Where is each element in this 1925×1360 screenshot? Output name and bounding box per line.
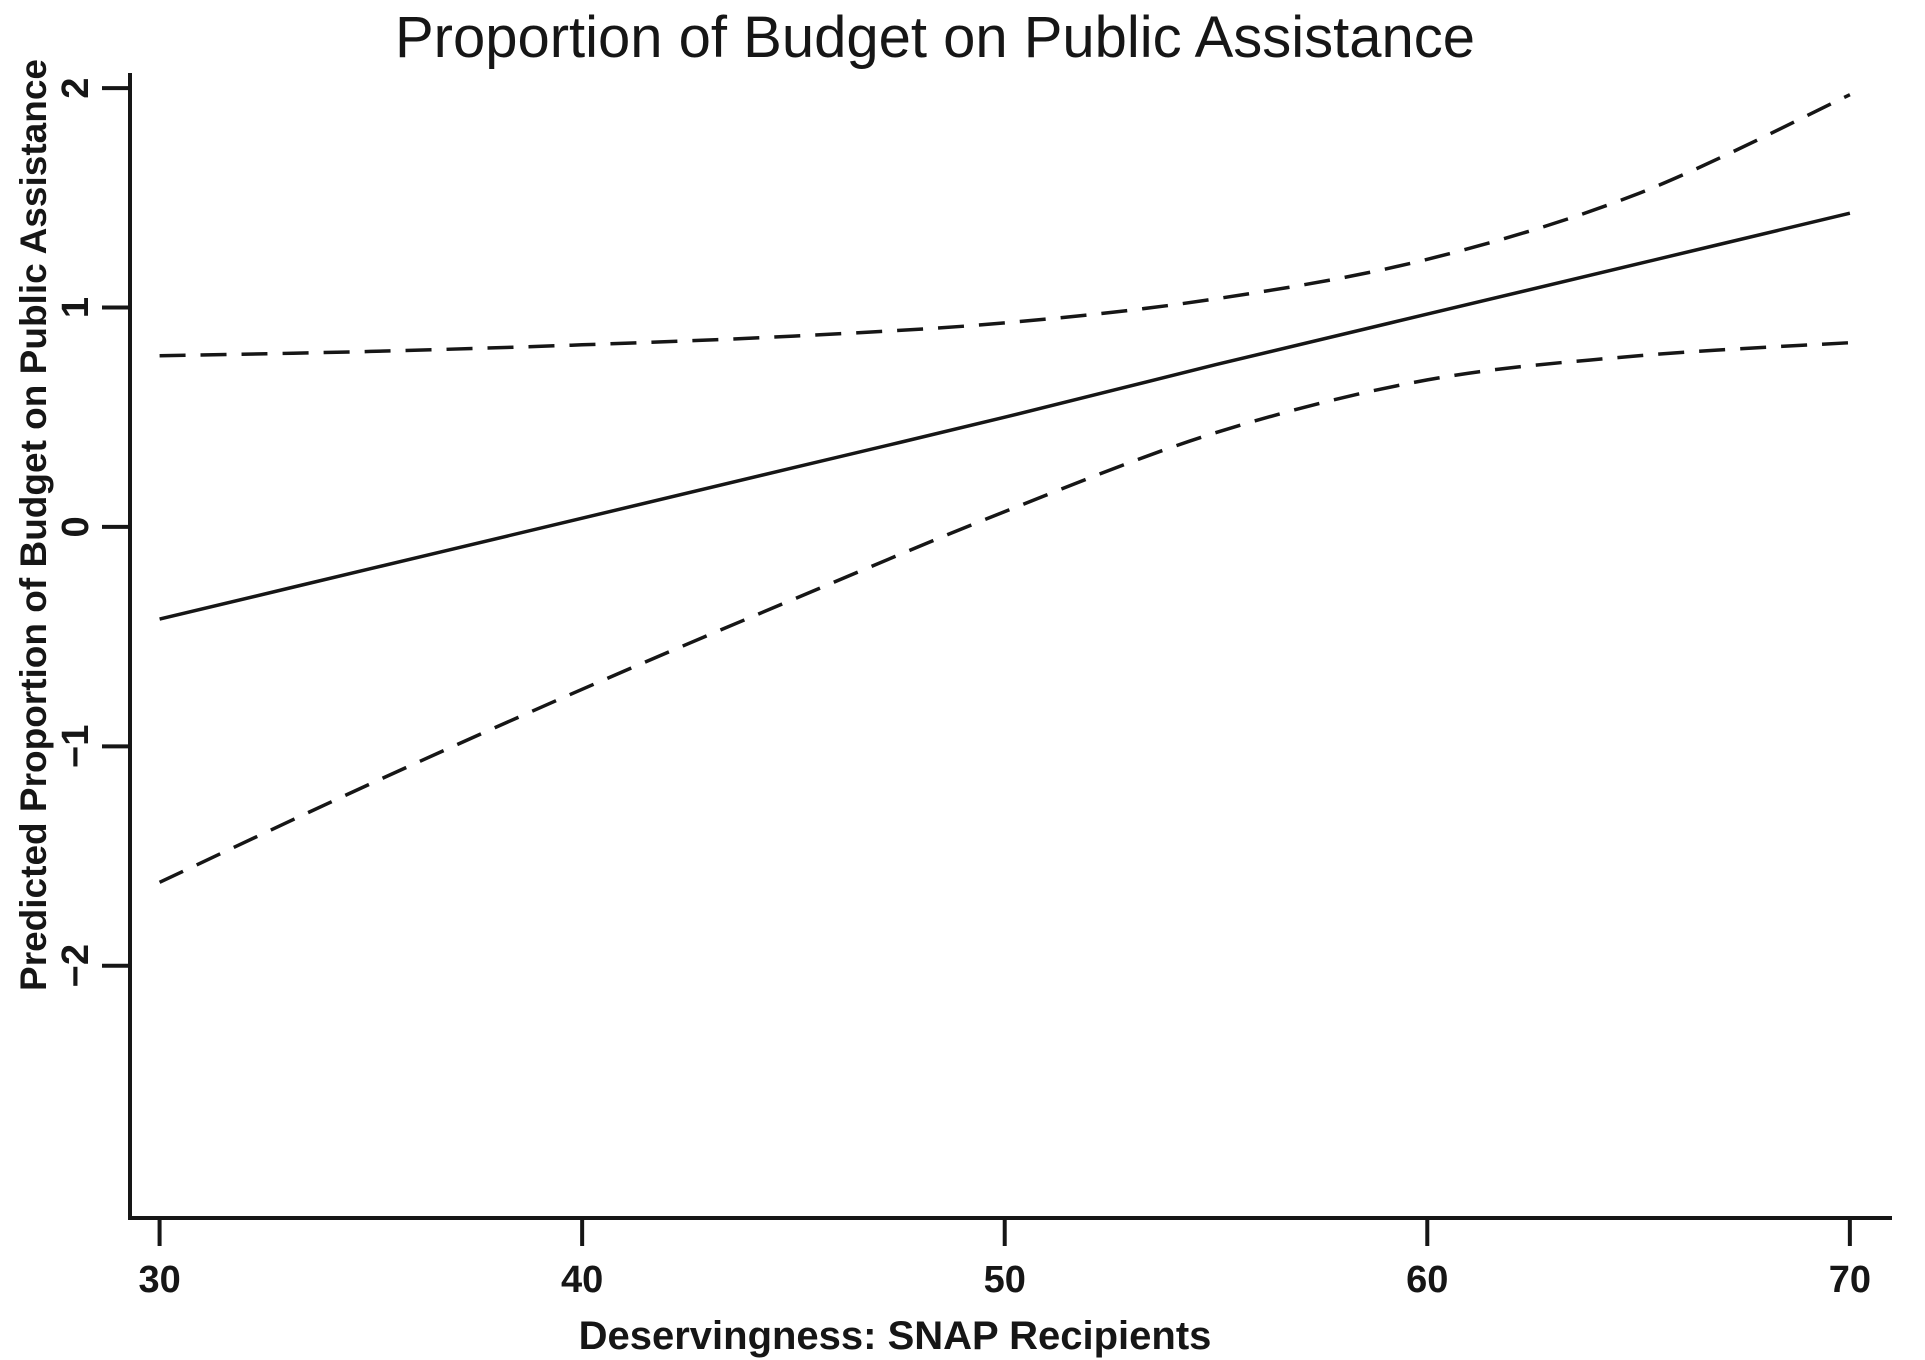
predicted-fit-line: [159, 211, 1851, 621]
upper-confidence-bound-line: [159, 93, 1851, 358]
x-tick-label: 70: [1829, 1259, 1871, 1301]
y-tick-label: 2: [55, 78, 97, 99]
x-tick-label: 50: [984, 1259, 1026, 1301]
y-tick-label: 1: [55, 297, 97, 318]
x-tick-label: 40: [561, 1259, 603, 1301]
y-tick-label: −1: [55, 725, 97, 768]
x-tick-label: 30: [138, 1259, 180, 1301]
lower-confidence-bound-line: [158, 340, 1851, 884]
y-tick-label: 0: [55, 516, 97, 537]
x-tick-label: 60: [1406, 1259, 1448, 1301]
y-tick-label: −2: [55, 944, 97, 987]
chart-title: Proportion of Budget on Public Assistanc…: [394, 5, 1476, 70]
x-axis-title: Deservingness: SNAP Recipients: [578, 1314, 1212, 1358]
